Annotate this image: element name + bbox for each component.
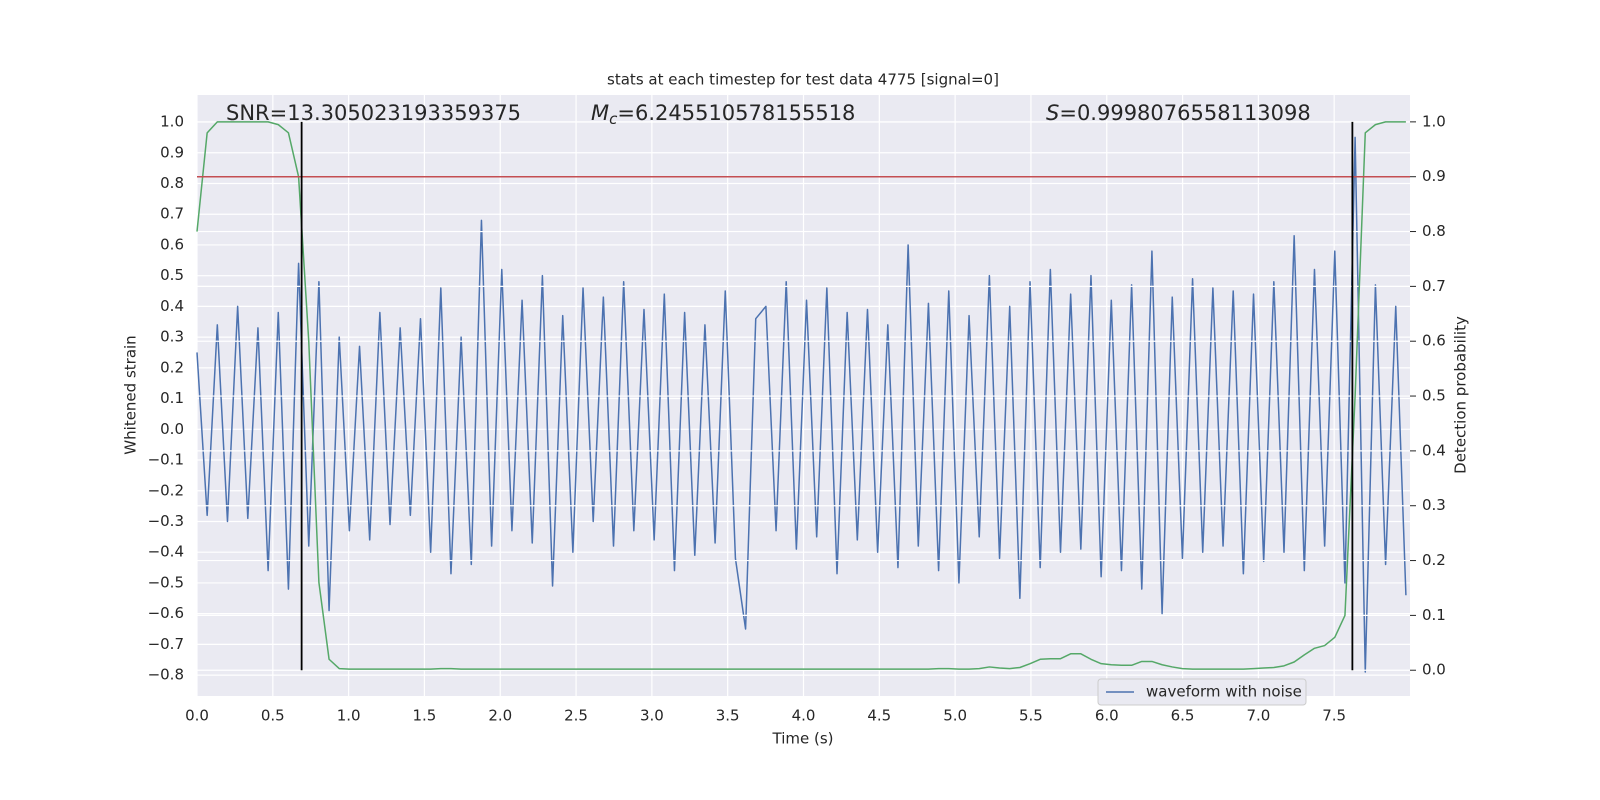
legend: waveform with noise — [1097, 678, 1307, 706]
y2-tick-label: 0.4 — [1422, 441, 1446, 459]
y2-tick-label: 0.2 — [1422, 551, 1446, 569]
x-tick-label: 6.5 — [1171, 707, 1195, 725]
x-tick-label: 5.0 — [943, 707, 967, 725]
x-tick-label: 4.0 — [792, 707, 816, 725]
x-tick-label: 1.5 — [413, 707, 437, 725]
y-tick-label: 0.9 — [160, 143, 184, 161]
x-tick-label: 0.0 — [185, 707, 209, 725]
x-tick-label: 4.5 — [867, 707, 891, 725]
x-axis-label: Time (s) — [772, 730, 834, 748]
y2-tick-label: 0.8 — [1422, 222, 1446, 240]
y-tick-label: −0.1 — [148, 451, 184, 469]
y-tick-label: −0.2 — [148, 481, 184, 499]
y2-tick-label: 0.5 — [1422, 387, 1446, 405]
y-tick-label: −0.4 — [148, 543, 184, 561]
y2-tick-label: 1.0 — [1422, 112, 1446, 130]
x-tick-label: 0.5 — [261, 707, 285, 725]
legend-box — [1097, 678, 1307, 706]
x-tick-label: 7.5 — [1322, 707, 1346, 725]
x-tick-label: 2.5 — [564, 707, 588, 725]
mc-subscript: c — [609, 110, 618, 128]
y2-tick-label: 0.0 — [1422, 661, 1446, 679]
waveform-line — [196, 136, 1407, 673]
s-annotation: S=0.9998076558113098 — [1046, 101, 1311, 125]
x-tick-label: 3.0 — [640, 707, 664, 725]
chart-title: stats at each timestep for test data 477… — [607, 71, 999, 89]
y-tick-label: 0.5 — [160, 266, 184, 284]
y-tick-label: 0.6 — [160, 235, 184, 253]
probability-line — [196, 121, 1406, 670]
x-tick-label: 5.5 — [1019, 707, 1043, 725]
y-tick-label: 0.8 — [160, 174, 184, 192]
x-tick-label: 3.5 — [716, 707, 740, 725]
y-tick-label: 0.2 — [160, 358, 184, 376]
y2-tick-label: 0.7 — [1422, 277, 1446, 295]
y-tick-label: 0.4 — [160, 297, 184, 315]
y-tick-label: 0.0 — [160, 420, 184, 438]
y-tick-label: 0.1 — [160, 389, 184, 407]
x-tick-label: 6.0 — [1095, 707, 1119, 725]
y-tick-label: −0.8 — [148, 666, 184, 684]
x-tick-label: 1.0 — [337, 707, 361, 725]
y-tick-label: −0.3 — [148, 512, 184, 530]
y2-tick-label: 0.1 — [1422, 606, 1446, 624]
y-tick-label: 0.3 — [160, 328, 184, 346]
snr-annotation: SNR=13.305023193359375 — [226, 101, 521, 125]
y2-tick-label: 0.3 — [1422, 496, 1446, 514]
y-tick-label: 0.7 — [160, 205, 184, 223]
s-symbol: S — [1046, 101, 1059, 125]
x-tick-label: 2.0 — [488, 707, 512, 725]
legend-label: waveform with noise — [1146, 683, 1302, 701]
x-tick-label: 7.0 — [1246, 707, 1270, 725]
y-tick-label: −0.7 — [148, 635, 184, 653]
y-axis-label: Whitened strain — [122, 335, 140, 454]
s-value: =0.9998076558113098 — [1059, 101, 1310, 125]
y-tick-label: −0.5 — [148, 573, 184, 591]
y2-tick-label: 0.9 — [1422, 167, 1446, 185]
y-tick-label: 1.0 — [160, 113, 184, 131]
y2-axis-label: Detection probability — [1452, 316, 1470, 474]
y-tick-label: −0.6 — [148, 604, 184, 622]
y2-tick-label: 0.6 — [1422, 332, 1446, 350]
mc-symbol: M — [591, 101, 609, 125]
mc-value: =6.245510578155518 — [617, 101, 855, 125]
mc-annotation: Mc=6.245510578155518 — [591, 101, 855, 128]
